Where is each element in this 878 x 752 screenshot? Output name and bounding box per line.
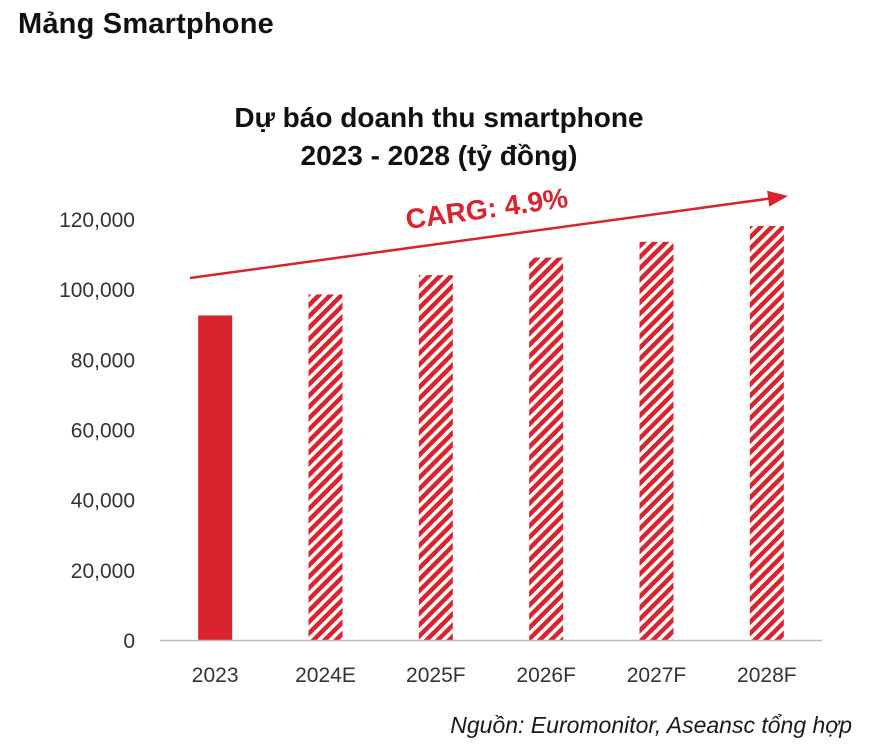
y-tick-label: 80,000 — [71, 349, 135, 372]
cagr-annotation: CARG: 4.9% — [404, 182, 570, 235]
section-title: Mảng Smartphone — [18, 8, 274, 40]
x-tick-label: 2026F — [516, 664, 576, 687]
x-tick-label: 2025F — [406, 664, 466, 687]
x-tick-label: 2027F — [627, 664, 687, 687]
x-tick-label: 2023 — [192, 664, 239, 687]
bar-2026f — [529, 257, 564, 640]
trend-arrow-line — [189, 196, 775, 280]
bar-2028f — [749, 226, 784, 640]
bar-2024e — [308, 294, 343, 640]
trend-arrow-head — [767, 190, 788, 207]
y-tick-label: 60,000 — [71, 420, 135, 443]
chart-title-line-2: 2023 - 2028 (tỷ đồng) — [300, 140, 578, 171]
x-tick-label: 2024E — [295, 664, 356, 687]
chart-title-line-1: Dự báo doanh thu smartphone — [234, 102, 644, 133]
bar-2025f — [418, 275, 453, 640]
y-tick-label: 120,000 — [59, 209, 135, 232]
y-tick-label: 0 — [123, 630, 135, 653]
y-tick-label: 100,000 — [59, 279, 135, 302]
source-note: Nguồn: Euromonitor, Aseansc tổng hợp — [450, 712, 852, 738]
y-tick-label: 40,000 — [71, 490, 135, 513]
bar-2027f — [639, 241, 674, 640]
y-tick-label: 20,000 — [71, 560, 135, 583]
x-tick-label: 2028F — [737, 664, 797, 687]
bar-2023 — [198, 315, 233, 640]
